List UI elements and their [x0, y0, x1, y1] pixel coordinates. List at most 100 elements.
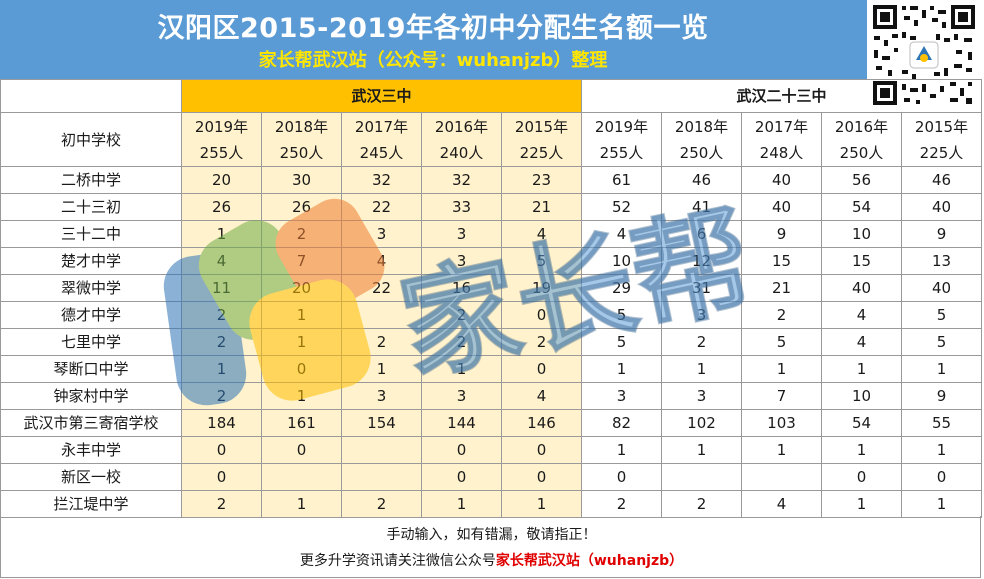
- quota-cell: 1: [181, 355, 262, 383]
- quota-cell: 15: [741, 247, 822, 275]
- quota-cell: 1: [261, 382, 342, 410]
- quota-cell: 5: [901, 301, 982, 329]
- quota-cell: 55: [901, 409, 982, 437]
- school-name-cell: 楚才中学: [0, 247, 182, 275]
- quota-cell: 3: [341, 220, 422, 248]
- quota-cell: 1: [421, 490, 502, 518]
- quota-total-label: 255人: [199, 143, 244, 162]
- quota-cell: 3: [661, 301, 742, 329]
- quota-cell: [341, 436, 422, 464]
- year-header-row: 初中学校 2019年 255人 2018年 250人 2017年 245人 2016年 240人…: [0, 112, 982, 167]
- quota-cell: 0: [261, 436, 342, 464]
- quota-cell: 30: [261, 166, 342, 194]
- school-name-cell: 二十三初: [0, 193, 182, 221]
- table-row: 琴断口中学 1 0 1 1 0 1 1 1 1 1: [0, 355, 982, 383]
- year-label: 2019年: [594, 117, 649, 136]
- table-row: 新区一校 0 0 0 0 0 0: [0, 463, 982, 491]
- year-label: 2018年: [674, 117, 729, 136]
- school-name-cell: 永丰中学: [0, 436, 182, 464]
- quota-cell: 0: [581, 463, 662, 491]
- title-banner: 汉阳区2015-2019年各初中分配生名额一览 家长帮武汉站（公众号：wuhan…: [0, 0, 867, 79]
- quota-cell: 5: [901, 328, 982, 356]
- year-label: 2017年: [354, 117, 409, 136]
- footer-follow-text: 更多升学资讯请关注微信公众号: [299, 553, 496, 569]
- quota-cell: 21: [501, 193, 582, 221]
- quota-cell: 31: [661, 274, 742, 302]
- qr-code-icon: [870, 2, 978, 108]
- school-name-cell: 二桥中学: [0, 166, 182, 194]
- year-header-cell: 2017年 245人: [341, 112, 422, 167]
- quota-cell: 2: [581, 490, 662, 518]
- quota-cell: 7: [261, 247, 342, 275]
- table-row: 二桥中学 20 30 32 32 23 61 46 40 56 46: [0, 166, 982, 194]
- quota-cell: 40: [901, 274, 982, 302]
- quota-cell: 0: [501, 355, 582, 383]
- quota-cell: 54: [821, 409, 902, 437]
- school-name-cell: 德才中学: [0, 301, 182, 329]
- quota-cell: 3: [421, 382, 502, 410]
- quota-cell: 0: [901, 463, 982, 491]
- footer-follow-note: 更多升学资讯请关注微信公众号家长帮武汉站（wuhanjzb）: [1, 550, 982, 570]
- quota-cell: 20: [181, 166, 262, 194]
- quota-cell: 3: [421, 220, 502, 248]
- quota-cell: 2: [421, 301, 502, 329]
- quota-cell: 1: [901, 490, 982, 518]
- quota-cell: 3: [421, 247, 502, 275]
- quota-cell: 2: [421, 328, 502, 356]
- quota-cell: 33: [421, 193, 502, 221]
- year-header-cell: 2018年 250人: [261, 112, 342, 167]
- table-row: 二十三初 26 26 22 33 21 52 41 40 54 40: [0, 193, 982, 221]
- quota-cell: 4: [821, 328, 902, 356]
- quota-total-label: 225人: [519, 143, 564, 162]
- quota-cell: 5: [581, 328, 662, 356]
- quota-cell: 0: [421, 436, 502, 464]
- quota-cell: 3: [661, 382, 742, 410]
- quota-cell: 7: [741, 382, 822, 410]
- page-subtitle: 家长帮武汉站（公众号：wuhanjzb）整理: [258, 50, 608, 71]
- school-name-cell: 钟家村中学: [0, 382, 182, 410]
- quota-cell: 40: [741, 166, 822, 194]
- quota-cell: [341, 463, 422, 491]
- quota-cell: 6: [661, 220, 742, 248]
- quota-cell: 82: [581, 409, 662, 437]
- quota-cell: 2: [181, 490, 262, 518]
- group-header-wuhan-no23: 武汉二十三中: [581, 79, 982, 113]
- quota-cell: 0: [261, 355, 342, 383]
- quota-cell: 0: [501, 301, 582, 329]
- quota-total-label: 240人: [439, 143, 484, 162]
- quota-cell: 2: [261, 220, 342, 248]
- year-label: 2015年: [514, 117, 569, 136]
- year-label: 2015年: [914, 117, 969, 136]
- year-header-cell: 2016年 240人: [421, 112, 502, 167]
- quota-cell: 21: [741, 274, 822, 302]
- quota-cell: 16: [421, 274, 502, 302]
- quota-cell: 9: [901, 220, 982, 248]
- school-name-cell: 琴断口中学: [0, 355, 182, 383]
- footer-account-name: 家长帮武汉站（wuhanjzb）: [495, 553, 684, 569]
- quota-cell: 40: [741, 193, 822, 221]
- quota-total-label: 250人: [679, 143, 724, 162]
- table-row: 永丰中学 0 0 0 0 1 1 1 1 1: [0, 436, 982, 464]
- quota-cell: 2: [181, 301, 262, 329]
- year-header-cell: 2015年 225人: [901, 112, 982, 167]
- quota-cell: 1: [821, 436, 902, 464]
- quota-cell: 19: [501, 274, 582, 302]
- quota-cell: 32: [421, 166, 502, 194]
- quota-cell: 2: [181, 328, 262, 356]
- quota-cell: 2: [661, 328, 742, 356]
- year-header-cell: 2017年 248人: [741, 112, 822, 167]
- year-header-cell: 2019年 255人: [181, 112, 262, 167]
- quota-cell: 1: [181, 220, 262, 248]
- quota-cell: 2: [341, 328, 422, 356]
- table-row: 三十二中 1 2 3 3 4 4 6 9 10 9: [0, 220, 982, 248]
- quota-total-label: 250人: [839, 143, 884, 162]
- quota-cell: 4: [741, 490, 822, 518]
- quota-cell: 1: [341, 355, 422, 383]
- year-label: 2016年: [434, 117, 489, 136]
- quota-cell: 41: [661, 193, 742, 221]
- quota-cell: 184: [181, 409, 262, 437]
- quota-cell: 1: [261, 490, 342, 518]
- quota-cell: 11: [181, 274, 262, 302]
- quota-cell: 4: [181, 247, 262, 275]
- quota-total-label: 250人: [279, 143, 324, 162]
